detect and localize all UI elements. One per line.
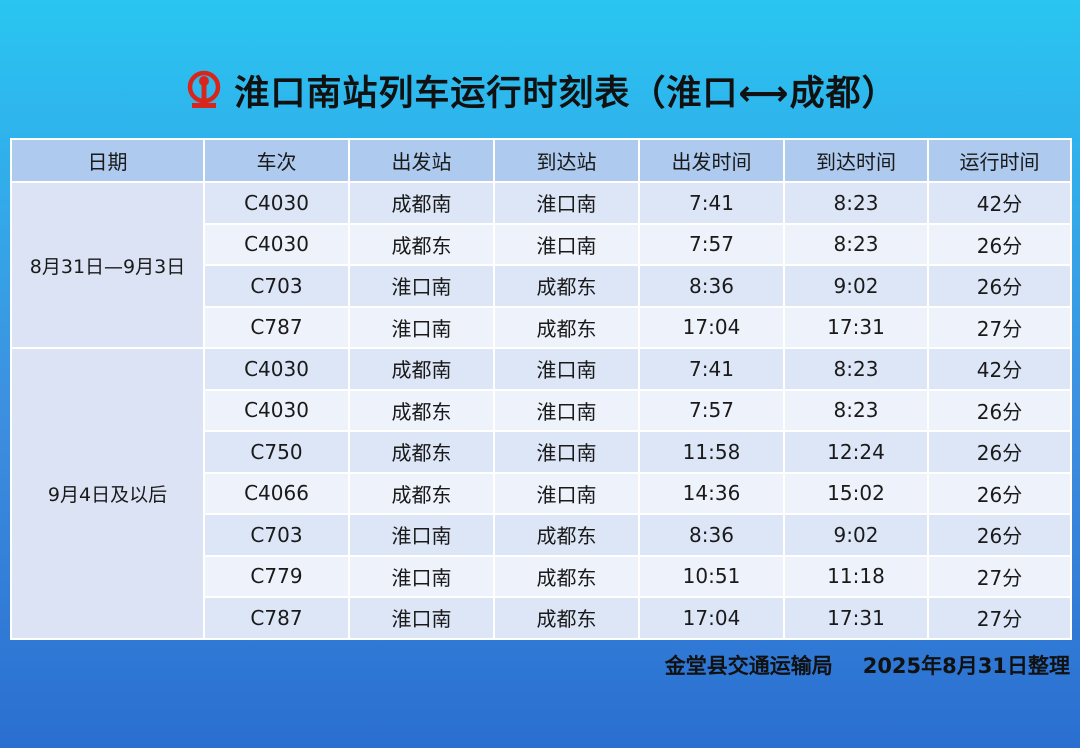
table-cell: 27分 [927, 596, 1072, 640]
table-row: C787 淮口南 成都东 17:04 17:31 27分 [11, 596, 1072, 640]
table-cell: C703 [203, 513, 350, 557]
table-cell: 8:23 [783, 222, 929, 266]
footer-org: 金堂县交通运输局 [664, 654, 833, 678]
table-cell: 淮口南 [493, 181, 640, 225]
table-cell: C4030 [203, 347, 350, 391]
table-cell: 淮口南 [348, 513, 495, 557]
table-cell: 成都东 [493, 264, 640, 308]
table-cell: 26分 [927, 513, 1072, 557]
table-cell: 7:57 [638, 388, 785, 432]
table-cell: 8:23 [783, 347, 929, 391]
table-cell: 17:31 [783, 596, 929, 640]
header-row: 日期 车次 出发站 到达站 出发时间 到达时间 运行时间 [10, 138, 1072, 183]
timetable-body: 8月31日—9月3日 C4030 成都南 淮口南 7:41 8:23 42分 C4030 成都东… [10, 181, 1072, 640]
table-row: 9月4日及以后 C4030 成都南 淮口南 7:41 8:23 42分 [10, 347, 1072, 640]
table-row: C703 淮口南 成都东 8:36 9:02 26分 [11, 264, 1072, 308]
date-cell: 8月31日—9月3日 [10, 181, 205, 349]
header-cell: 车次 [203, 138, 350, 183]
table-cell: C4030 [203, 222, 350, 266]
table-row: C4030 成都东 淮口南 7:57 8:23 26分 [11, 388, 1072, 432]
table-cell: 11:58 [638, 430, 785, 474]
table-cell: 淮口南 [493, 430, 640, 474]
table-cell: 12:24 [783, 430, 929, 474]
page-title: 淮口南站列车运行时刻表（淮口⟷成都） [234, 73, 898, 114]
table-cell: 淮口南 [493, 347, 640, 391]
table-cell: 淮口南 [493, 471, 640, 515]
table-cell: 9:02 [783, 264, 929, 308]
table-cell: C750 [203, 430, 350, 474]
table-row: C779 淮口南 成都东 10:51 11:18 27分 [11, 554, 1072, 598]
table-cell: 11:18 [783, 554, 929, 598]
table-cell: C787 [203, 596, 350, 640]
table-cell: 14:36 [638, 471, 785, 515]
table-cell: 8:36 [638, 264, 785, 308]
table-cell: 27分 [927, 554, 1072, 598]
china-railway-logo-icon [188, 70, 221, 108]
table-cell: 8:23 [783, 388, 929, 432]
table-cell: C4030 [203, 181, 350, 225]
table-cell: C787 [203, 305, 350, 349]
table-cell: 成都东 [493, 554, 640, 598]
table-cell: 26分 [927, 222, 1072, 266]
header-cell: 出发站 [348, 138, 495, 183]
table-cell: 42分 [927, 347, 1072, 391]
timetable: 日期 车次 出发站 到达站 出发时间 到达时间 运行时间 8月31日—9月3日 C… [10, 138, 1072, 640]
table-cell: 成都南 [348, 347, 495, 391]
table-cell: 淮口南 [348, 305, 495, 349]
table-cell: 淮口南 [493, 222, 640, 266]
table-cell: 成都东 [493, 596, 640, 640]
table-cell: 26分 [927, 430, 1072, 474]
footer-date: 2025年8月31日整理 [862, 654, 1070, 678]
header-cell: 出发时间 [638, 138, 785, 183]
table-cell: 成都东 [493, 513, 640, 557]
table-row: C4030 成都东 淮口南 7:57 8:23 26分 [11, 222, 1072, 266]
table-cell: 17:04 [638, 305, 785, 349]
table-cell: C703 [203, 264, 350, 308]
table-cell: 42分 [927, 181, 1072, 225]
table-cell: C4030 [203, 388, 350, 432]
table-cell: 7:57 [638, 222, 785, 266]
timetable-container: 日期 车次 出发站 到达站 出发时间 到达时间 运行时间 8月31日—9月3日 C… [10, 138, 1072, 640]
table-cell: 26分 [927, 388, 1072, 432]
table-cell: 淮口南 [348, 596, 495, 640]
table-cell: 17:04 [638, 596, 785, 640]
date-cell: 9月4日及以后 [10, 347, 205, 640]
table-cell: 10:51 [638, 554, 785, 598]
table-cell: 淮口南 [348, 554, 495, 598]
table-cell: 成都东 [348, 430, 495, 474]
table-cell: 7:41 [638, 181, 785, 225]
table-cell: 17:31 [783, 305, 929, 349]
table-cell: 成都东 [348, 388, 495, 432]
table-cell: C4066 [203, 471, 350, 515]
table-cell: 成都东 [348, 222, 495, 266]
table-row: C787 淮口南 成都东 17:04 17:31 27分 [11, 305, 1072, 349]
table-row: C703 淮口南 成都东 8:36 9:02 26分 [11, 513, 1072, 557]
table-cell: 8:36 [638, 513, 785, 557]
table-row: C750 成都东 淮口南 11:58 12:24 26分 [11, 430, 1072, 474]
footer: 金堂县交通运输局 2025年8月31日整理 [0, 650, 1070, 686]
table-cell: 成都东 [348, 471, 495, 515]
table-row: 8月31日—9月3日 C4030 成都南 淮口南 7:41 8:23 42分 [10, 181, 1072, 349]
header-cell: 到达时间 [783, 138, 929, 183]
table-cell: 淮口南 [493, 388, 640, 432]
title-row: 淮口南站列车运行时刻表（淮口⟷成都） [0, 62, 1080, 118]
table-cell: 26分 [927, 471, 1072, 515]
table-cell: 8:23 [783, 181, 929, 225]
header-cell: 运行时间 [927, 138, 1072, 183]
table-cell: 27分 [927, 305, 1072, 349]
table-row: C4066 成都东 淮口南 14:36 15:02 26分 [11, 471, 1072, 515]
table-cell: 26分 [927, 264, 1072, 308]
table-cell: 15:02 [783, 471, 929, 515]
table-cell: 7:41 [638, 347, 785, 391]
table-cell: C779 [203, 554, 350, 598]
table-cell: 成都南 [348, 181, 495, 225]
table-cell: 淮口南 [348, 264, 495, 308]
table-cell: 成都东 [493, 305, 640, 349]
table-cell: 9:02 [783, 513, 929, 557]
header-cell: 日期 [10, 138, 205, 183]
header-cell: 到达站 [493, 138, 640, 183]
